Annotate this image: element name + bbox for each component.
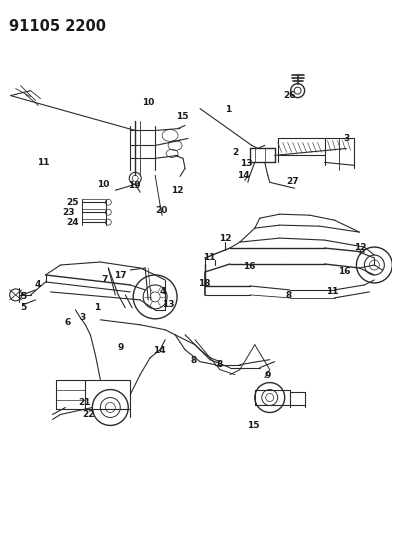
Text: 91105 2200: 91105 2200: [9, 19, 106, 34]
Text: 11: 11: [203, 253, 215, 262]
Text: 12: 12: [171, 186, 183, 195]
Text: 17: 17: [114, 271, 127, 280]
Text: 3: 3: [79, 313, 86, 322]
Text: 26: 26: [283, 91, 296, 100]
Text: 27: 27: [286, 177, 299, 186]
Text: 1: 1: [94, 303, 101, 312]
Text: 12: 12: [354, 243, 367, 252]
Text: 4: 4: [34, 280, 41, 289]
Text: 8: 8: [286, 292, 292, 301]
Text: 5: 5: [20, 293, 27, 301]
Text: 24: 24: [66, 217, 79, 227]
Text: 19: 19: [128, 181, 141, 190]
Text: 22: 22: [82, 410, 95, 419]
Text: 15: 15: [246, 421, 259, 430]
Text: 21: 21: [78, 398, 91, 407]
Text: 23: 23: [62, 208, 75, 217]
Text: 8: 8: [217, 360, 223, 369]
Text: 11: 11: [37, 158, 50, 167]
Text: 16: 16: [338, 268, 351, 277]
Text: 8: 8: [191, 356, 197, 365]
Text: 6: 6: [64, 318, 71, 327]
Text: 9: 9: [264, 371, 271, 380]
Text: 16: 16: [242, 262, 255, 271]
Text: 14: 14: [237, 171, 250, 180]
Text: 13: 13: [240, 159, 252, 168]
Text: 11: 11: [326, 287, 339, 296]
Text: 10: 10: [97, 180, 110, 189]
Text: 9: 9: [117, 343, 123, 352]
Text: 7: 7: [101, 276, 108, 285]
Text: 15: 15: [176, 112, 188, 121]
Text: 10: 10: [142, 98, 154, 107]
Text: 3: 3: [343, 134, 350, 143]
Text: 20: 20: [155, 206, 167, 215]
Text: 25: 25: [66, 198, 79, 207]
Text: 14: 14: [153, 346, 165, 355]
Text: 5: 5: [20, 303, 27, 312]
Text: 2: 2: [233, 148, 239, 157]
Text: 12: 12: [219, 233, 231, 243]
Text: 4: 4: [160, 287, 166, 296]
Text: 13: 13: [162, 301, 174, 309]
Text: 1: 1: [225, 105, 231, 114]
Text: 18: 18: [198, 279, 210, 288]
